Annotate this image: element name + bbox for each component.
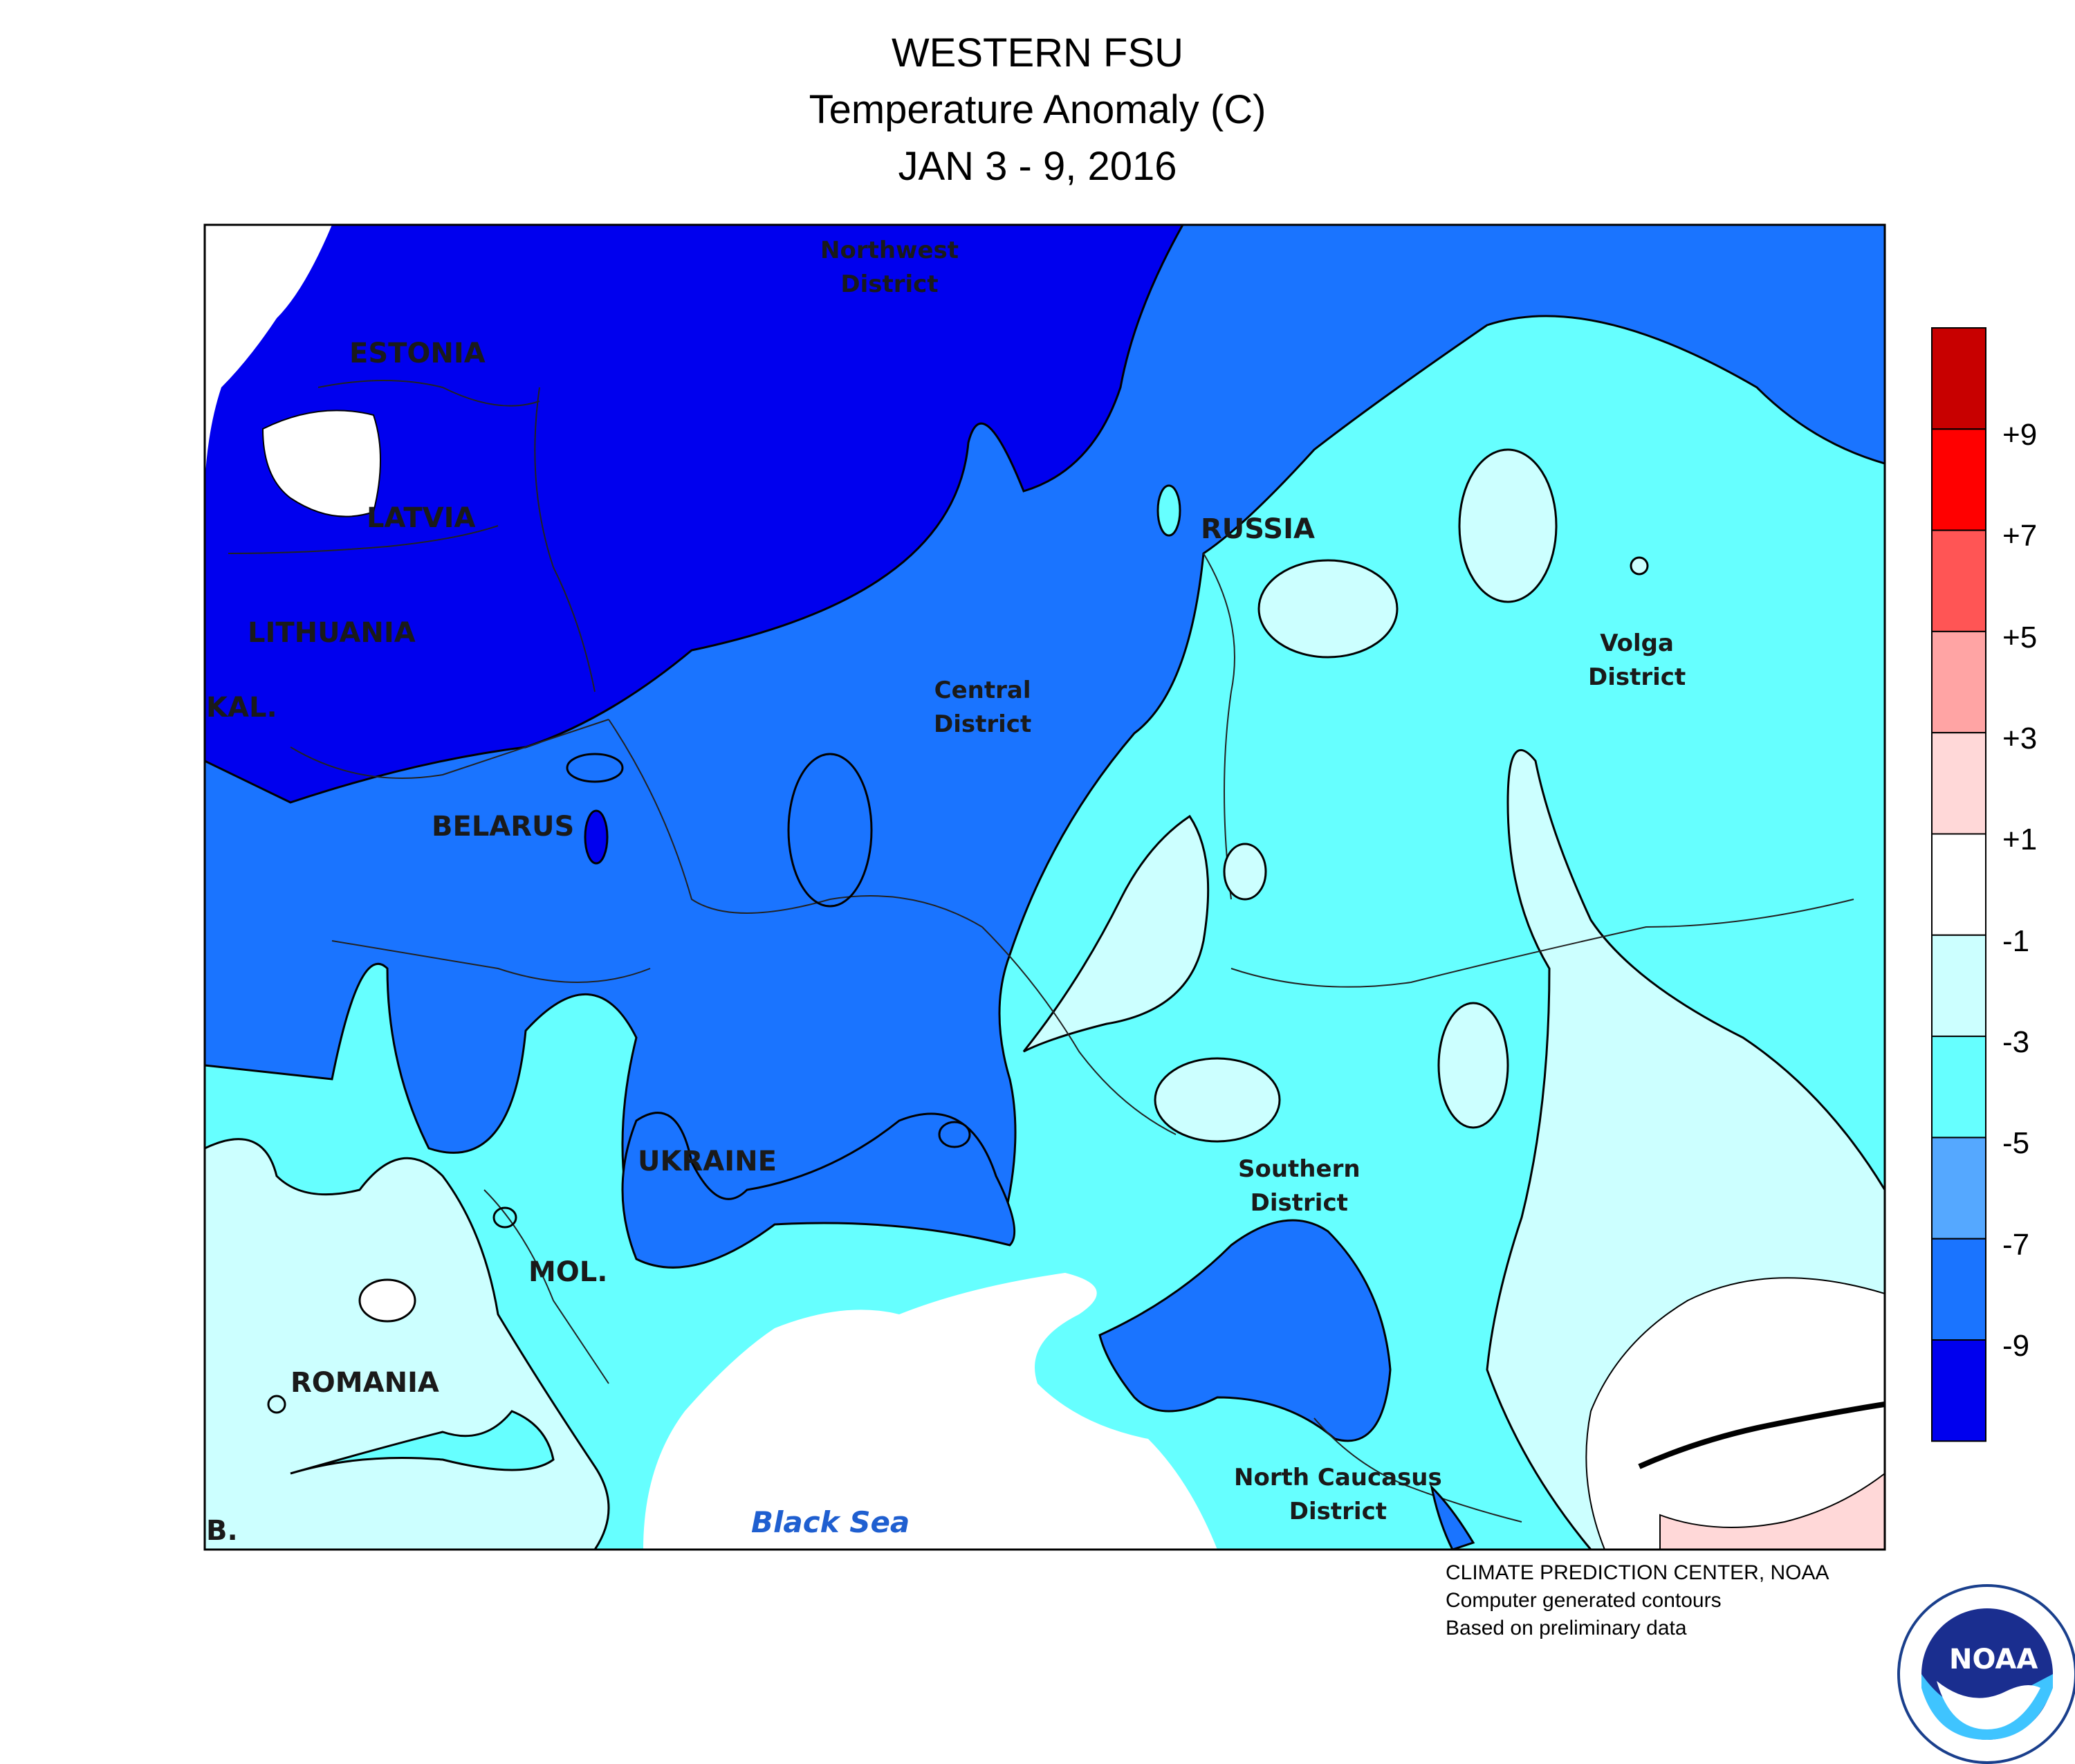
legend-tick-label: +1 (2002, 823, 2038, 856)
label-central-district-line2: District (934, 710, 1032, 739)
credit-line2: Computer generated contours (1446, 1589, 1722, 1612)
legend-tick-label: -9 (2002, 1329, 2030, 1363)
label-southern-district-line1: Southern (1238, 1155, 1361, 1183)
legend-swatch (1931, 1238, 1986, 1341)
label-central-district-line1: Central (934, 677, 1031, 704)
cold-spot-caucasus (1430, 1484, 1475, 1550)
label-bulgaria-edge: B. (206, 1515, 238, 1547)
small-contour-volga (1630, 556, 1649, 576)
baltic-gulf (261, 410, 381, 517)
contour-fields (205, 225, 1885, 1550)
legend-tick-label: -5 (2002, 1126, 2030, 1160)
small-contour-moldova (492, 1206, 517, 1229)
legend-tick-label: -7 (2002, 1228, 2030, 1262)
map-title-line1: WESTERN FSU (891, 30, 1184, 75)
map-title-line2: Temperature Anomaly (C) (809, 87, 1266, 132)
legend-swatch (1931, 428, 1986, 531)
zone-minus9-minus7-ukraine (621, 1112, 1016, 1269)
label-lithuania: LITHUANIA (248, 617, 416, 649)
label-belarus: BELARUS (432, 811, 575, 843)
small-contour-ukraine (938, 1121, 971, 1148)
map-frame (203, 223, 1886, 1551)
label-ukraine: UKRAINE (638, 1146, 777, 1177)
small-contour-center (1223, 843, 1267, 901)
noaa-logo-text: NOAA (1949, 1644, 2038, 1675)
legend-swatch (1931, 833, 1986, 936)
small-contour-north (1156, 484, 1181, 537)
warm-spot-romania (358, 1278, 416, 1323)
label-volga-district-line2: District (1588, 663, 1686, 692)
zone-minus3-minus1-north (1257, 559, 1399, 659)
label-central-district: Central District (934, 674, 1031, 742)
legend-tick-label: +3 (2002, 722, 2038, 755)
label-kaliningrad: KAL. (206, 692, 277, 724)
credit-line1: CLIMATE PREDICTION CENTER, NOAA (1446, 1561, 1829, 1584)
zone-minus9-minus7-caucasus (1098, 1219, 1392, 1442)
legend-swatch (1931, 732, 1986, 835)
legend-tick-label: +9 (2002, 418, 2038, 452)
borders (228, 380, 1854, 1523)
zone-minus3-minus1-south (1437, 1002, 1509, 1129)
label-moldova: MOL. (528, 1256, 608, 1288)
noaa-logo (1897, 1584, 2075, 1764)
legend-tick-label: +7 (2002, 519, 2038, 553)
zone-minus5-minus3-romania (290, 1410, 555, 1475)
zone-minus3-minus1-volga (1458, 448, 1558, 603)
label-northwest-district: Northwest District (820, 234, 959, 302)
zone-minus5-minus3 (205, 315, 1885, 1550)
label-latvia: LATVIA (367, 502, 476, 534)
contour-ring-belarus (566, 753, 624, 783)
label-northwest-district-line2: District (840, 270, 939, 299)
legend-tick-label: +5 (2002, 621, 2038, 654)
label-southern-district-line2: District (1250, 1189, 1348, 1218)
label-southern-district: Southern District (1238, 1152, 1361, 1221)
label-volga-district-line1: Volga (1600, 630, 1674, 657)
label-estonia: ESTONIA (349, 338, 486, 369)
zone-minus3-minus1-center (1022, 814, 1210, 1053)
legend-swatch (1931, 934, 1986, 1038)
legend-swatch (1931, 327, 1986, 430)
legend-tick-label: -1 (2002, 924, 2030, 958)
legend-colorbar (1931, 327, 1986, 1442)
legend-tick-label: -3 (2002, 1025, 2030, 1059)
contour-ring-central (787, 753, 873, 908)
cold-spot-belarus (584, 809, 609, 865)
zone-minus3-minus1-southern (1154, 1057, 1281, 1143)
label-north-caucasus-district: North Caucasus District (1234, 1461, 1442, 1529)
map-title-line3: JAN 3 - 9, 2016 (898, 144, 1177, 189)
label-russia: RUSSIA (1201, 513, 1315, 545)
label-romania: ROMANIA (290, 1367, 439, 1399)
label-north-caucasus-district-line1: North Caucasus (1234, 1464, 1442, 1491)
small-contour-romania (267, 1395, 286, 1414)
label-black-sea: Black Sea (751, 1505, 910, 1539)
label-volga-district: Volga District (1588, 627, 1686, 695)
label-northwest-district-line1: Northwest (820, 237, 959, 264)
legend-swatch (1931, 1339, 1986, 1442)
black-sea (643, 1273, 1217, 1550)
baltic-sea (205, 225, 332, 484)
legend-swatch (1931, 1137, 1986, 1240)
caspian-sea (1585, 1277, 1885, 1550)
label-north-caucasus-district-line2: District (1289, 1498, 1387, 1526)
zone-below-minus9 (205, 225, 1184, 804)
zone-plus1-plus3 (1659, 1472, 1885, 1550)
legend-swatch (1931, 630, 1986, 734)
legend-swatch (1931, 1036, 1986, 1139)
contour-thick-line (1638, 1402, 1885, 1469)
legend-swatch (1931, 529, 1986, 632)
credit-line3: Based on preliminary data (1446, 1617, 1687, 1639)
